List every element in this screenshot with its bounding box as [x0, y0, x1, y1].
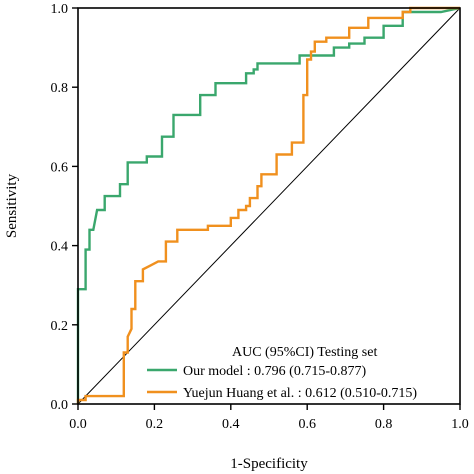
y-tick-label: 0.4 — [51, 240, 69, 255]
x-tick-label: 0.0 — [69, 417, 87, 432]
x-tick-label: 1.0 — [451, 417, 469, 432]
y-tick-label: 0.6 — [51, 160, 69, 175]
legend-entry: Yuejun Huang et al. : 0.612 (0.510-0.715… — [183, 386, 417, 401]
series-line-our-model — [76, 6, 461, 404]
y-tick-label: 0.2 — [51, 319, 69, 334]
x-tick-label: 0.6 — [298, 417, 316, 432]
x-axis-label: 1-Specificity — [230, 456, 308, 472]
y-axis-label: Sensitivity — [4, 173, 20, 238]
x-tick-label: 0.8 — [375, 417, 393, 432]
legend-entry: Our model : 0.796 (0.715-0.877) — [183, 364, 366, 379]
y-tick-label: 0.0 — [51, 398, 69, 413]
y-tick-label: 0.8 — [51, 81, 69, 96]
plot-frame — [77, 7, 461, 405]
axes: 0.0 0.2 0.4 0.6 0.8 1.0 0.0 0.2 0.4 0.6 0.8 1.0 1-Sp… — [4, 2, 469, 472]
legend: AUC (95%CI) Testing set Our model : 0.796… — [147, 345, 417, 401]
y-tick-label: 1.0 — [51, 2, 69, 17]
diagonal-reference-line — [77, 7, 461, 405]
series-line-yuejun-huang — [76, 6, 460, 404]
x-tick-label: 0.4 — [222, 417, 240, 432]
legend-title: AUC (95%CI) Testing set — [232, 345, 377, 360]
x-tick-label: 0.2 — [146, 417, 164, 432]
plot-area — [76, 6, 461, 405]
